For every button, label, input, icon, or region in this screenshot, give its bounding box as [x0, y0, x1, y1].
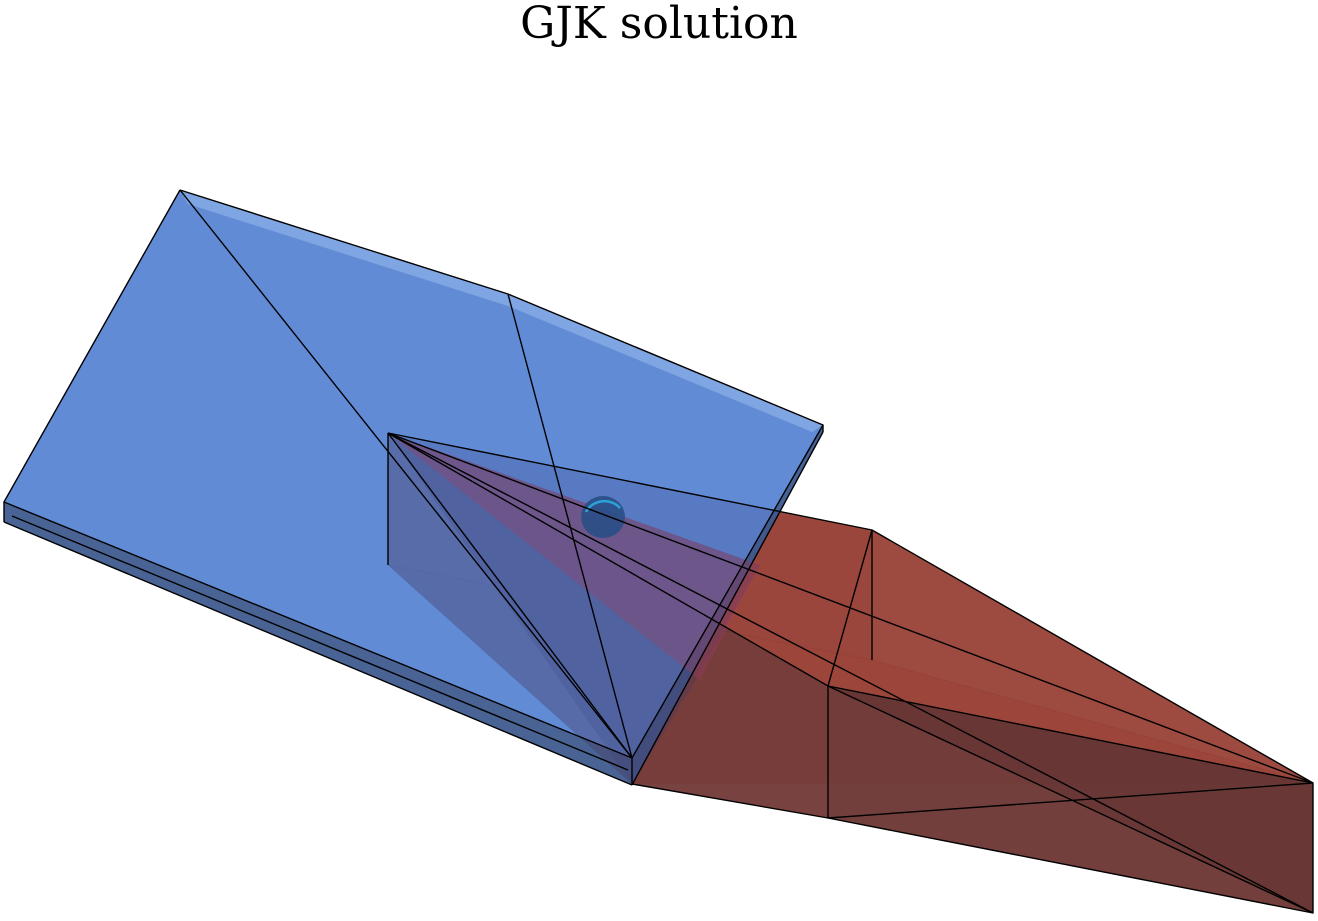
blue-slab-side-left: [4, 502, 632, 785]
red-frustum-edges: [387, 432, 1314, 914]
closest-point-marker: [581, 496, 625, 538]
blue-slab-side-right: [632, 425, 823, 785]
blue-slab-top: [4, 190, 823, 758]
figure-title: GJK solution: [520, 0, 798, 49]
blue-slab-rim: [180, 190, 823, 432]
blue-slab: [4, 190, 823, 785]
